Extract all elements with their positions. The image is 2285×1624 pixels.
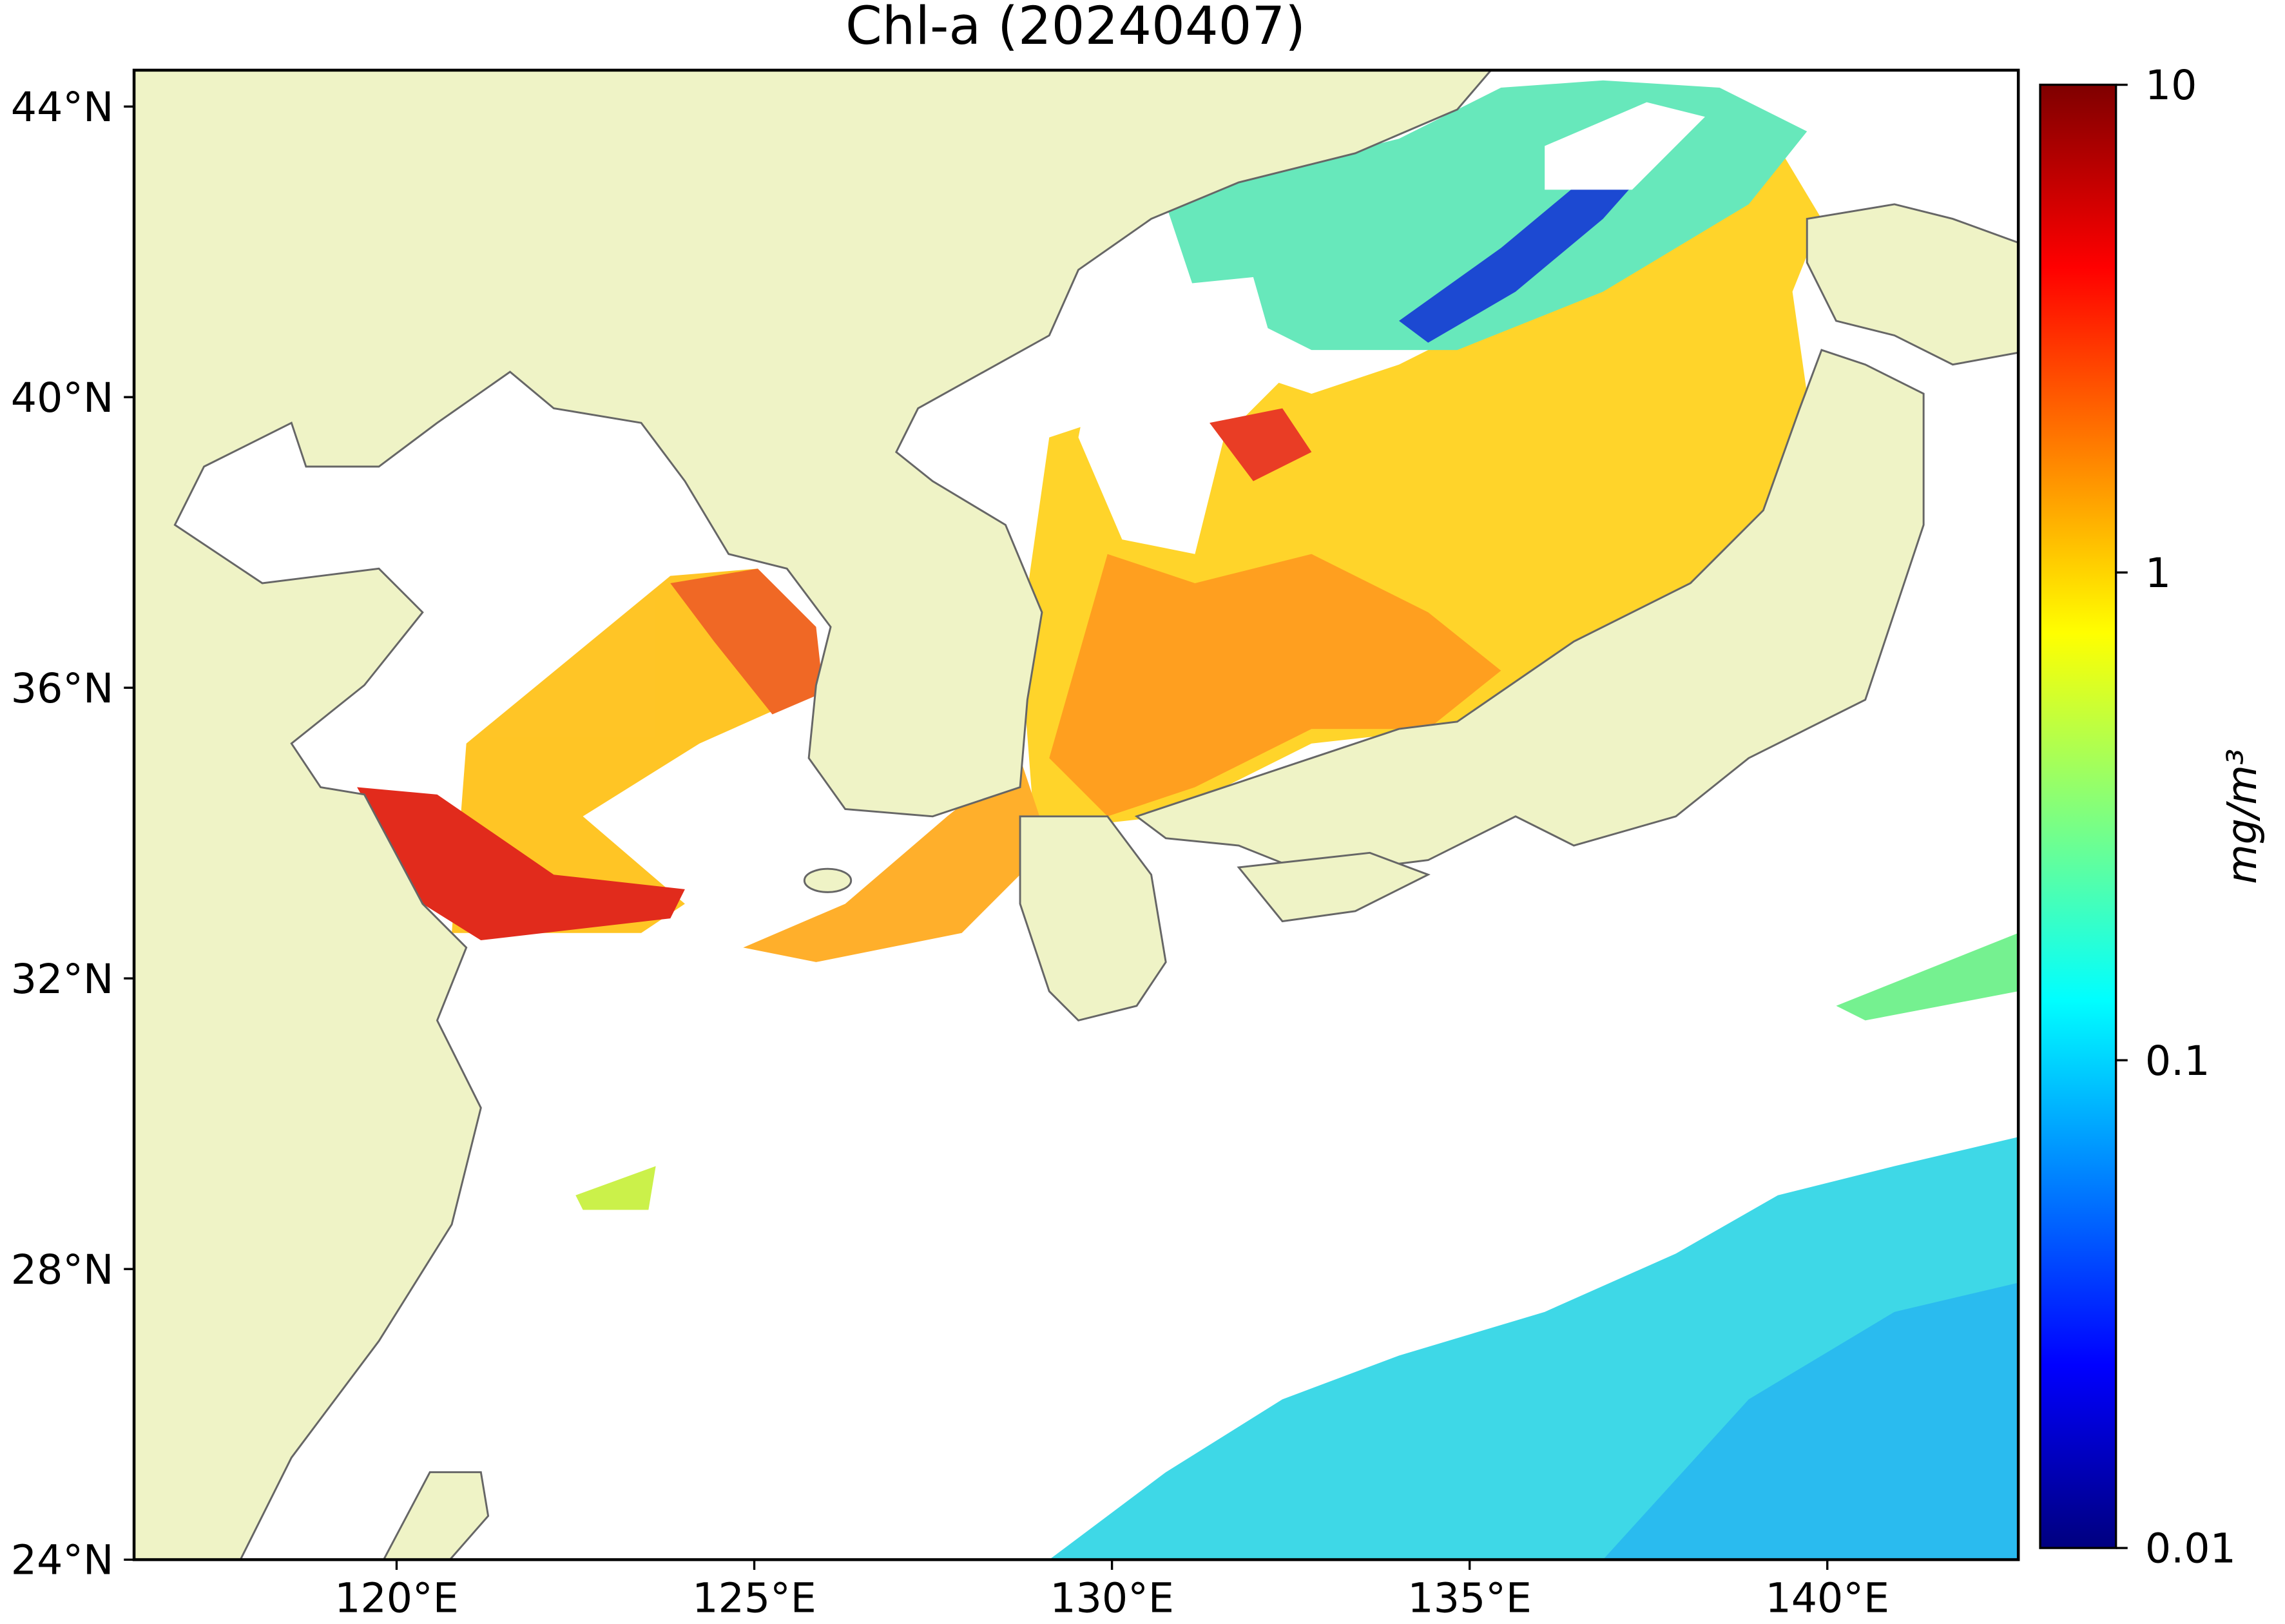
x-tick-label: 140°E xyxy=(1765,1574,1889,1622)
chl-field xyxy=(298,80,2019,1560)
shikoku xyxy=(1237,851,1431,923)
colorbar-tick-label: 0.01 xyxy=(2145,1525,2236,1572)
chl-patch xyxy=(743,758,1050,962)
taiwan xyxy=(382,1471,490,1560)
y-tick-label: 40°N xyxy=(11,374,114,421)
map-area xyxy=(134,70,2019,1560)
chl-patch xyxy=(1836,933,2019,1021)
y-tick-label: 44°N xyxy=(11,83,114,131)
y-tick-label: 24°N xyxy=(11,1536,114,1584)
chl-patch xyxy=(1049,554,1501,817)
chl-patch xyxy=(1399,153,1662,343)
colorbar-tick-label: 1 xyxy=(2145,549,2171,597)
y-tick-label: 36°N xyxy=(11,664,114,712)
chl-patch xyxy=(1210,408,1312,481)
x-tick-label: 120°E xyxy=(334,1574,459,1622)
chart-title: Chl-a (20240407) xyxy=(845,0,1306,57)
colorbar-tick-label: 0.1 xyxy=(2145,1037,2210,1085)
no-data xyxy=(1078,277,1283,554)
colorbar-tick-label: 10 xyxy=(2145,61,2197,109)
chl-patch xyxy=(1603,1282,2019,1560)
honshu xyxy=(1134,349,1925,876)
y-tick-label: 28°N xyxy=(11,1246,114,1293)
colorbar xyxy=(2039,83,2117,1549)
chl-patch xyxy=(575,1166,656,1210)
no-data xyxy=(1545,102,1705,190)
mainland xyxy=(134,70,1492,1560)
x-tick-label: 125°E xyxy=(692,1574,816,1622)
kyushu xyxy=(1019,815,1167,1022)
axes: 120°E 125°E 130°E 135°E 140°E 24°N 28°N 32°N 36°… xyxy=(11,61,2236,1621)
chl-patch xyxy=(357,787,685,941)
land xyxy=(134,70,2019,1560)
plot-frame xyxy=(132,68,2020,1561)
hokkaido xyxy=(1806,203,2019,366)
chl-patch xyxy=(670,568,824,715)
x-tick-label: 135°E xyxy=(1407,1574,1532,1622)
colorbar-label: mg/m³ xyxy=(2218,749,2266,884)
y-tick-label: 32°N xyxy=(11,955,114,1003)
x-tick-label: 130°E xyxy=(1050,1574,1174,1622)
jeju xyxy=(803,867,853,893)
